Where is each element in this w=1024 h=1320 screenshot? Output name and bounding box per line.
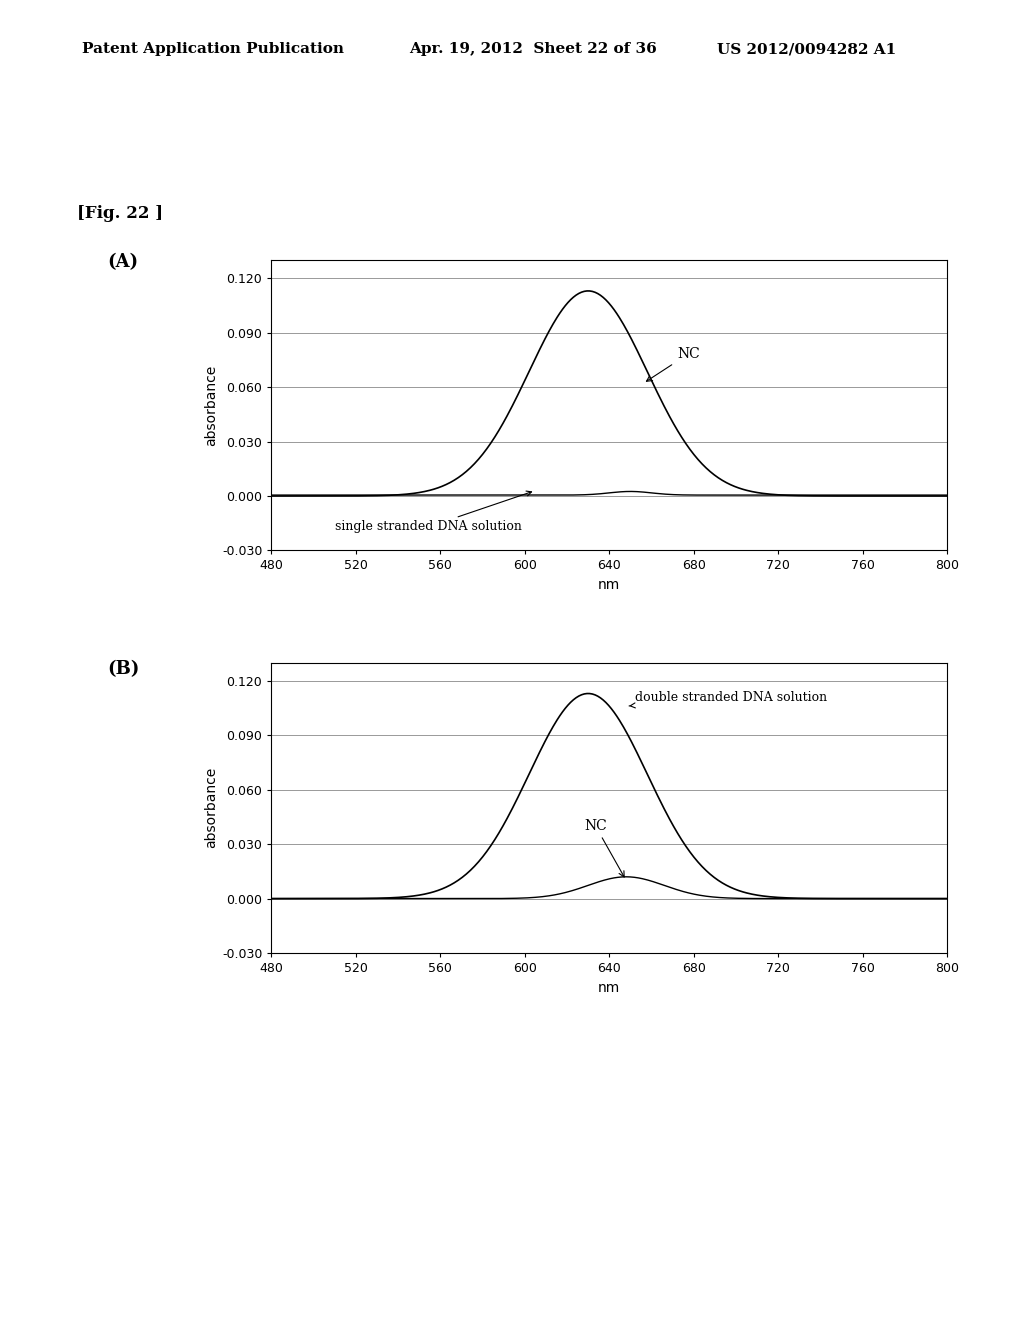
- Y-axis label: absorbance: absorbance: [204, 767, 218, 849]
- Text: Apr. 19, 2012  Sheet 22 of 36: Apr. 19, 2012 Sheet 22 of 36: [410, 42, 657, 57]
- Text: US 2012/0094282 A1: US 2012/0094282 A1: [717, 42, 896, 57]
- Text: Patent Application Publication: Patent Application Publication: [82, 42, 344, 57]
- X-axis label: nm: nm: [598, 981, 621, 995]
- Y-axis label: absorbance: absorbance: [204, 364, 218, 446]
- Text: double stranded DNA solution: double stranded DNA solution: [629, 690, 826, 708]
- Text: NC: NC: [646, 347, 699, 381]
- X-axis label: nm: nm: [598, 578, 621, 593]
- Text: single stranded DNA solution: single stranded DNA solution: [335, 491, 531, 533]
- Text: [Fig. 22 ]: [Fig. 22 ]: [77, 205, 163, 222]
- Text: NC: NC: [584, 818, 625, 876]
- Text: (B): (B): [108, 660, 140, 678]
- Text: (A): (A): [108, 253, 138, 272]
